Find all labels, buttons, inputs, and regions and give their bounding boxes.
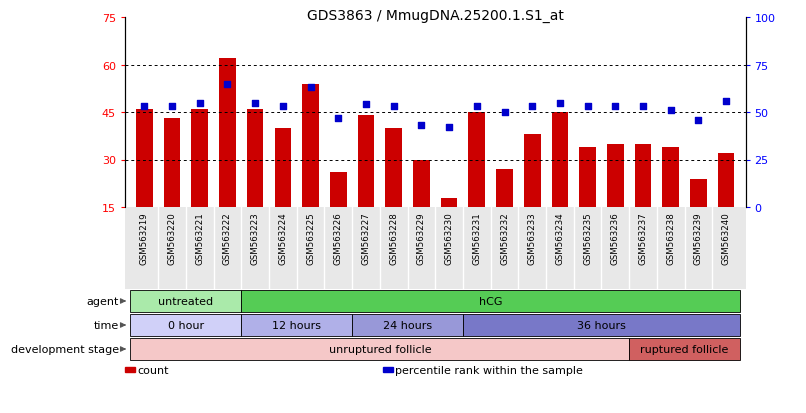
Bar <box>192 109 208 255</box>
Bar <box>635 144 651 255</box>
Bar <box>247 109 264 255</box>
Bar <box>385 128 402 255</box>
Text: GSM563230: GSM563230 <box>445 211 454 264</box>
Text: GDS3863 / MmugDNA.25200.1.S1_at: GDS3863 / MmugDNA.25200.1.S1_at <box>307 9 563 23</box>
Bar <box>607 144 624 255</box>
Text: GSM563231: GSM563231 <box>472 211 481 264</box>
Text: agent: agent <box>86 296 118 306</box>
Point <box>415 123 428 129</box>
Point <box>664 107 677 114</box>
Text: hCG: hCG <box>479 296 502 306</box>
Point <box>304 85 317 91</box>
Text: GSM563235: GSM563235 <box>583 211 592 264</box>
Bar <box>413 160 430 255</box>
Text: development stage: development stage <box>10 344 118 354</box>
Point <box>526 104 538 110</box>
Point <box>471 104 484 110</box>
Text: time: time <box>93 320 118 330</box>
Bar <box>241 290 740 312</box>
Point <box>249 100 262 107</box>
Text: GSM563222: GSM563222 <box>223 211 232 264</box>
Text: GSM563233: GSM563233 <box>528 211 537 264</box>
Point <box>609 104 621 110</box>
Text: count: count <box>137 365 168 375</box>
Bar <box>241 314 352 336</box>
Text: GSM563224: GSM563224 <box>278 211 288 264</box>
Bar <box>352 314 463 336</box>
Point <box>692 117 705 123</box>
Bar <box>302 84 319 255</box>
Bar <box>275 128 291 255</box>
Point <box>498 109 511 116</box>
Bar <box>718 154 734 255</box>
Text: GSM563229: GSM563229 <box>417 211 426 264</box>
Point <box>720 98 733 104</box>
Point <box>442 125 455 131</box>
Text: GSM563238: GSM563238 <box>667 211 675 264</box>
Text: GSM563225: GSM563225 <box>306 211 315 264</box>
Text: percentile rank within the sample: percentile rank within the sample <box>395 365 583 375</box>
Bar <box>164 119 181 255</box>
Text: GSM563236: GSM563236 <box>611 211 620 264</box>
Bar <box>524 135 541 255</box>
Bar <box>690 179 707 255</box>
Text: GSM563227: GSM563227 <box>361 211 371 264</box>
Text: unruptured follicle: unruptured follicle <box>329 344 431 354</box>
Text: GSM563237: GSM563237 <box>638 211 647 264</box>
Text: GSM563221: GSM563221 <box>195 211 204 264</box>
Text: GSM563239: GSM563239 <box>694 211 703 264</box>
Bar <box>551 113 568 255</box>
Text: GSM563226: GSM563226 <box>334 211 343 264</box>
Bar <box>131 338 629 360</box>
Text: GSM563240: GSM563240 <box>721 211 731 264</box>
Point <box>276 104 289 110</box>
Text: GSM563232: GSM563232 <box>500 211 509 264</box>
Point <box>193 100 206 107</box>
Bar <box>496 170 513 255</box>
Bar <box>580 147 596 255</box>
Point <box>165 104 178 110</box>
Bar <box>468 113 485 255</box>
Point <box>359 102 372 109</box>
Bar <box>663 147 679 255</box>
Text: untreated: untreated <box>158 296 214 306</box>
Text: GSM563219: GSM563219 <box>139 211 149 264</box>
Text: GSM563223: GSM563223 <box>251 211 260 264</box>
Point <box>554 100 567 107</box>
Text: GSM563234: GSM563234 <box>555 211 564 264</box>
Text: ruptured follicle: ruptured follicle <box>641 344 729 354</box>
Bar <box>330 173 347 255</box>
Point <box>138 104 151 110</box>
Bar <box>131 314 241 336</box>
Point <box>221 81 234 88</box>
Text: GSM563220: GSM563220 <box>168 211 177 264</box>
Text: 0 hour: 0 hour <box>168 320 204 330</box>
Text: 24 hours: 24 hours <box>383 320 432 330</box>
Point <box>332 115 345 122</box>
Bar <box>219 59 236 255</box>
Text: 36 hours: 36 hours <box>577 320 626 330</box>
Bar <box>136 109 152 255</box>
Text: 12 hours: 12 hours <box>272 320 322 330</box>
Point <box>387 104 400 110</box>
Point <box>637 104 650 110</box>
Bar <box>131 290 241 312</box>
Point <box>581 104 594 110</box>
Bar <box>629 338 740 360</box>
Text: GSM563228: GSM563228 <box>389 211 398 264</box>
Bar <box>441 198 458 255</box>
Bar <box>358 116 374 255</box>
Bar <box>463 314 740 336</box>
